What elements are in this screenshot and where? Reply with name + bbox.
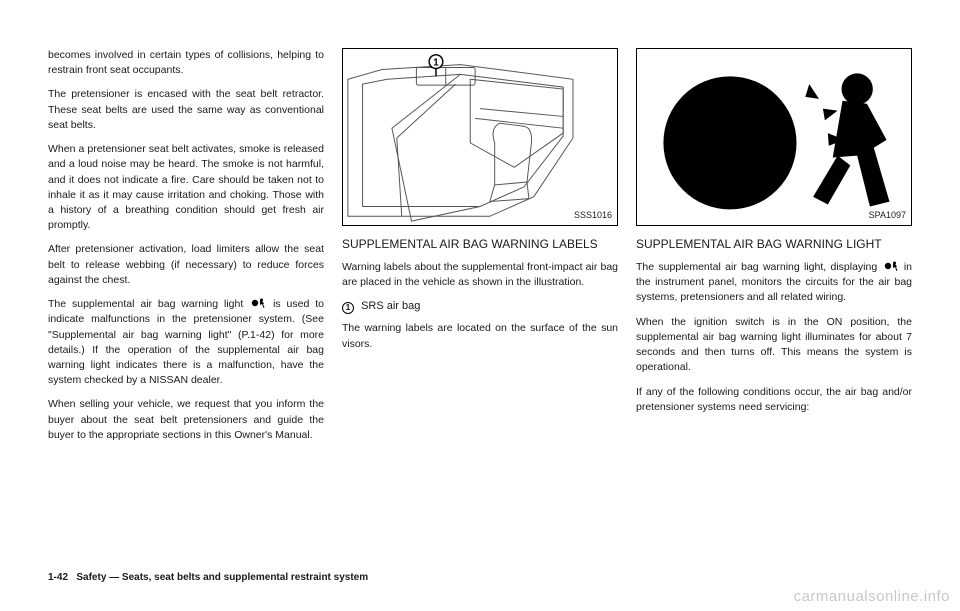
srs-airbag-line: 1 SRS air bag <box>342 299 618 315</box>
body-paragraph: becomes involved in certain types of col… <box>48 48 324 78</box>
column-2: 1 SSS1016 SUPPLEMENTAL AIR BAG WARNING L… <box>342 48 618 553</box>
column-1: becomes involved in certain types of col… <box>48 48 324 553</box>
body-paragraph: When a pretensioner seat belt activates,… <box>48 142 324 233</box>
figure-airbag-pictogram: SPA1097 <box>636 48 912 226</box>
srs-label: SRS air bag <box>361 300 420 312</box>
figure-car-interior: 1 SSS1016 <box>342 48 618 226</box>
body-paragraph: The warning labels are located on the su… <box>342 321 618 351</box>
airbag-icon <box>884 260 898 272</box>
watermark: carmanualsonline.info <box>794 588 950 605</box>
body-paragraph: If any of the following conditions occur… <box>636 385 912 415</box>
callout-1: 1 <box>429 55 443 77</box>
section-heading: SUPPLEMENTAL AIR BAG WARNING LIGHT <box>636 237 912 252</box>
figure-label: SSS1016 <box>574 209 612 222</box>
airbag-pictogram <box>637 49 911 225</box>
body-paragraph: When the ignition switch is in the ON po… <box>636 315 912 376</box>
body-paragraph: The supplemental air bag warning light, … <box>636 260 912 306</box>
circled-number-1: 1 <box>342 302 354 314</box>
section-title: Safety — Seats, seat belts and supplemen… <box>76 572 368 583</box>
page-columns: becomes involved in certain types of col… <box>48 48 912 553</box>
page-footer: 1-42 Safety — Seats, seat belts and supp… <box>48 572 368 583</box>
body-paragraph: Warning labels about the supplemental fr… <box>342 260 618 290</box>
figure-label: SPA1097 <box>869 209 906 222</box>
section-heading: SUPPLEMENTAL AIR BAG WARNING LABELS <box>342 237 618 252</box>
body-paragraph: The pretensioner is encased with the sea… <box>48 87 324 133</box>
airbag-icon <box>251 297 265 309</box>
svg-text:1: 1 <box>433 58 439 69</box>
column-3: SPA1097 SUPPLEMENTAL AIR BAG WARNING LIG… <box>636 48 912 553</box>
car-interior-illustration: 1 <box>343 49 617 225</box>
page-number: 1-42 <box>48 572 68 583</box>
body-paragraph: After pretensioner activation, load limi… <box>48 242 324 288</box>
text-fragment: The supplemental air bag warning light, … <box>636 261 882 273</box>
text-fragment: is used to indicate malfunctions in the … <box>48 298 324 386</box>
body-paragraph: The supplemental air bag warning light i… <box>48 297 324 388</box>
body-paragraph: When selling your vehicle, we request th… <box>48 397 324 443</box>
text-fragment: The supplemental air bag warning light <box>48 298 249 310</box>
